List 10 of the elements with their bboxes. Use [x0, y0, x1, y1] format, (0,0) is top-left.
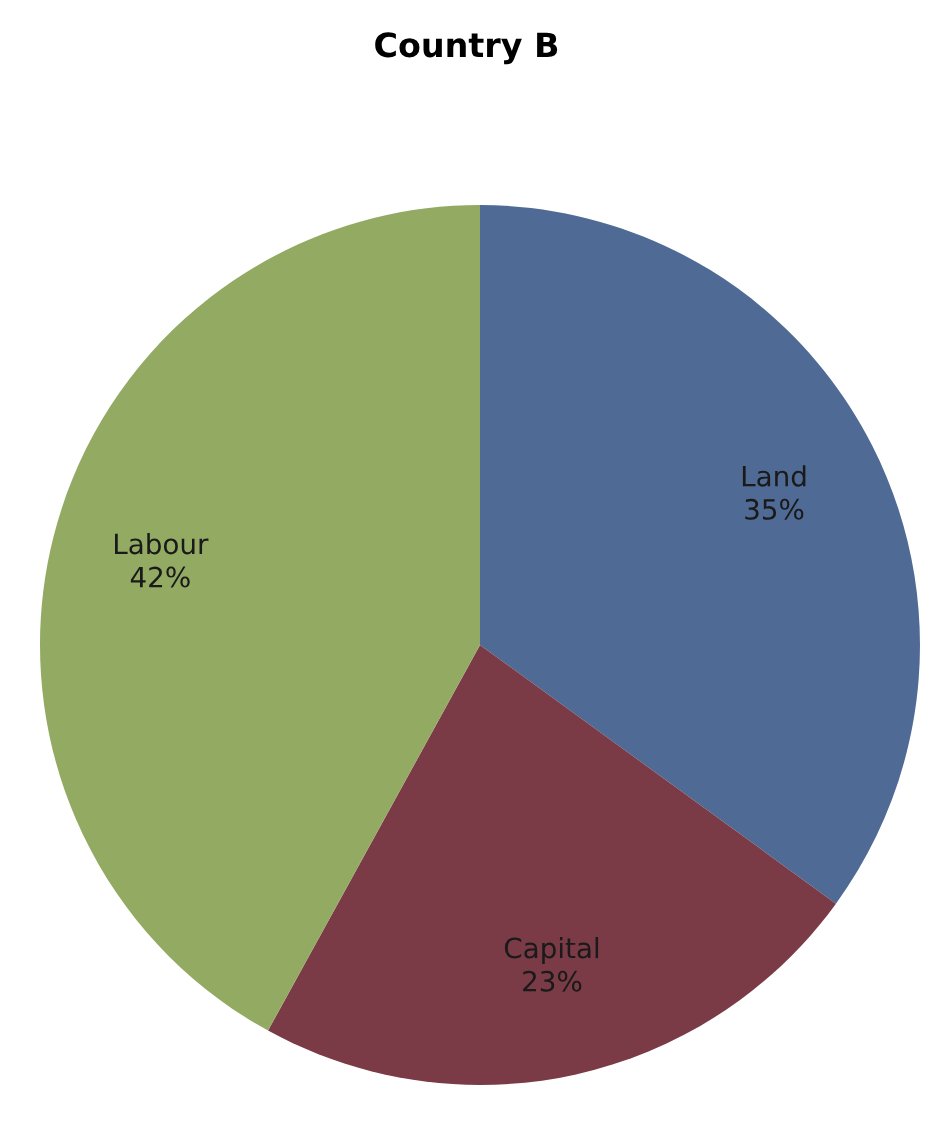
pie-slice — [40, 205, 480, 1031]
chart-title: Country B — [375, 32, 558, 65]
data-label: 35% — [745, 498, 804, 520]
slice-label: Labour — [115, 532, 209, 555]
slice-label: Capital — [504, 937, 599, 964]
data-label: 23% — [523, 970, 582, 992]
slice-label: Land — [742, 465, 806, 487]
data-label: 42% — [130, 566, 190, 588]
pie-slice — [268, 645, 836, 1085]
pie-slice — [480, 205, 920, 904]
